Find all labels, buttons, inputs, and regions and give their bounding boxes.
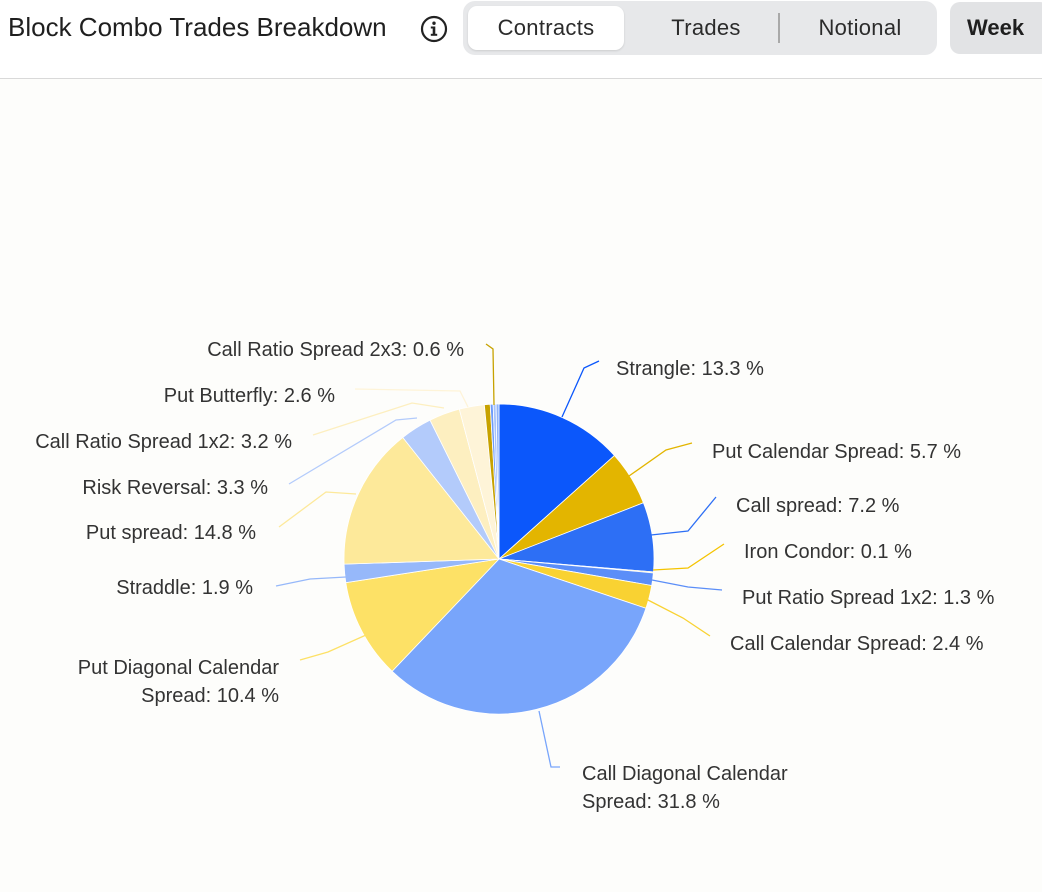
slice-label: Put Diagonal Calendar (78, 657, 280, 679)
leader-line (312, 402, 445, 436)
leader-line (485, 343, 495, 406)
pie-slice[interactable] (343, 436, 500, 565)
header-bar: Block Combo Trades Breakdown Contracts T… (0, 0, 1042, 79)
slice-label: Spread: 31.8 % (582, 791, 720, 813)
slice-label: Call Ratio Spread 1x2: 3.2 % (35, 431, 292, 453)
period-week-button[interactable]: Week (950, 2, 1042, 54)
slice-label: Call spread: 7.2 % (736, 495, 900, 517)
leader-line (299, 634, 367, 661)
info-icon[interactable] (419, 14, 449, 44)
slice-label: Straddle: 1.9 % (116, 577, 253, 599)
leader-line (288, 417, 418, 485)
chart-area: Strangle: 13.3 % Put Calendar Spread: 5.7… (0, 79, 1042, 892)
leader-line (650, 496, 717, 536)
slice-label: Put spread: 14.8 % (86, 522, 256, 544)
leader-line (628, 442, 693, 477)
period-week-label: Week (967, 15, 1025, 40)
pie-slice[interactable] (391, 558, 647, 715)
slice-label: Call Ratio Spread 2x3: 0.6 % (207, 339, 464, 361)
slice-label: Iron Condor: 0.1 % (744, 541, 912, 563)
slice-label: Put Calendar Spread: 5.7 % (712, 441, 961, 463)
slice-label: Put Butterfly: 2.6 % (164, 385, 335, 407)
pie-slice[interactable] (345, 558, 501, 672)
metric-segmented-control: Contracts Trades Notional (463, 1, 937, 55)
leader-line (561, 360, 600, 418)
leader-line (538, 710, 560, 768)
leader-line (645, 598, 711, 637)
pie-slice[interactable] (495, 403, 500, 560)
slice-label: Spread: 10.4 % (141, 685, 279, 707)
tab-trades[interactable]: Trades (671, 15, 741, 40)
leader-line (651, 579, 723, 591)
leader-line (278, 491, 357, 528)
leader-line (652, 543, 725, 571)
leader-line (275, 576, 347, 587)
tab-contracts[interactable]: Contracts (468, 6, 624, 50)
tab-divider (778, 13, 780, 43)
pie-chart: Strangle: 13.3 % Put Calendar Spread: 5.7… (35, 339, 995, 813)
tab-notional[interactable]: Notional (818, 15, 902, 40)
pie-slice[interactable] (498, 403, 615, 560)
slice-label: Put Ratio Spread 1x2: 1.3 % (742, 587, 995, 609)
page-title: Block Combo Trades Breakdown (8, 12, 387, 42)
slice-label: Strangle: 13.3 % (616, 358, 764, 380)
leader-line (354, 388, 469, 408)
slice-label: Risk Reversal: 3.3 % (82, 477, 268, 499)
slice-label: Call Calendar Spread: 2.4 % (730, 633, 984, 655)
slice-label: Call Diagonal Calendar (582, 763, 788, 785)
